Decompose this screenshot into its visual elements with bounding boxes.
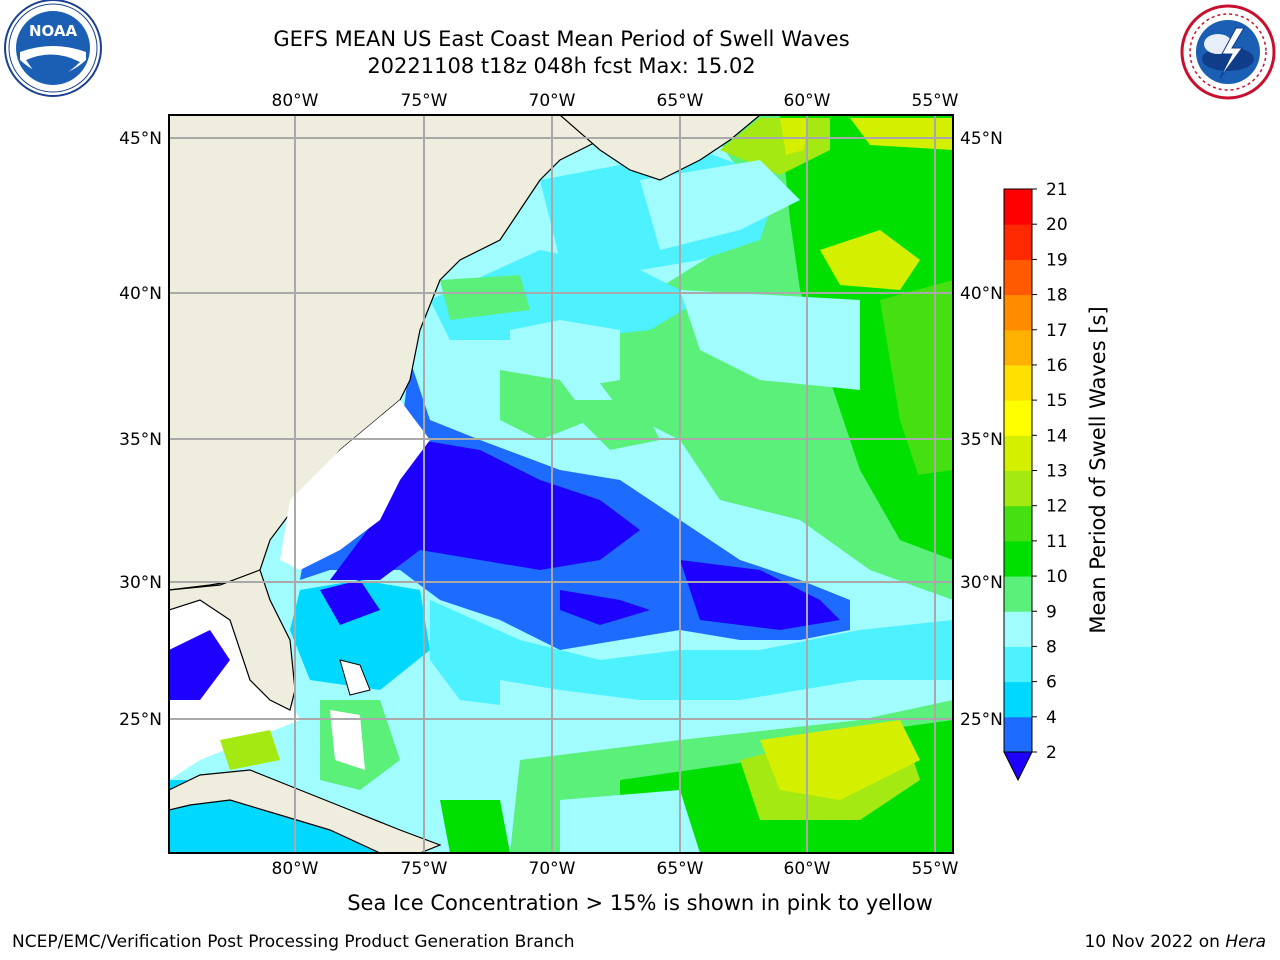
footer-credit: NCEP/EMC/Verification Post Processing Pr… xyxy=(12,932,575,952)
colorbar-swatch xyxy=(1004,400,1032,436)
colorbar-tick-label: 19 xyxy=(1046,250,1068,270)
colorbar-swatch xyxy=(1004,189,1032,225)
lon-label-bottom: 70°W xyxy=(529,859,576,879)
graticule xyxy=(169,115,953,853)
lon-label-top: 60°W xyxy=(784,91,831,111)
noaa-logo: NOAA xyxy=(4,0,102,97)
lon-label-bottom: 60°W xyxy=(784,859,831,879)
colorbar-tick-label: 12 xyxy=(1046,497,1068,517)
colorbar-tick-label: 20 xyxy=(1046,215,1068,235)
colorbar-tick-label: 10 xyxy=(1046,567,1068,587)
lon-label-bottom: 75°W xyxy=(401,859,448,879)
lat-label-left: 25°N xyxy=(119,710,162,730)
colorbar-tick-label: 9 xyxy=(1046,602,1057,622)
sea-ice-caption: Sea Ice Concentration > 15% is shown in … xyxy=(347,891,933,915)
footer-host: Hera xyxy=(1225,932,1266,952)
lon-label-top: 70°W xyxy=(529,91,576,111)
colorbar-tick-label: 14 xyxy=(1046,426,1068,446)
colorbar-label: Mean Period of Swell Waves [s] xyxy=(1086,306,1110,633)
colorbar-swatch xyxy=(1004,470,1032,507)
lat-label-right: 40°N xyxy=(960,284,1003,304)
lat-label-left: 30°N xyxy=(119,573,162,593)
colorbar-tick-label: 6 xyxy=(1046,673,1057,693)
footer-date: 10 Nov 2022 on Hera xyxy=(1084,932,1266,952)
map-frame xyxy=(168,114,954,854)
colorbar-swatch xyxy=(1004,646,1032,683)
colorbar-swatch xyxy=(1004,329,1032,366)
colorbar-tick-label: 4 xyxy=(1046,708,1057,728)
colorbar-swatch xyxy=(1004,224,1032,260)
lon-label-bottom: 80°W xyxy=(272,859,319,879)
lon-label-bottom: 65°W xyxy=(657,859,704,879)
lat-label-left: 45°N xyxy=(119,129,162,149)
footer-date-text: 10 Nov 2022 on xyxy=(1084,932,1220,952)
lat-label-right: 35°N xyxy=(960,430,1003,450)
lon-label-top: 55°W xyxy=(912,91,959,111)
title-line-1: GEFS MEAN US East Coast Mean Period of S… xyxy=(273,27,850,51)
colorbar-swatch xyxy=(1004,505,1032,542)
colorbar-swatch xyxy=(1004,540,1032,577)
colorbar-tick-label: 16 xyxy=(1046,356,1068,376)
lat-label-left: 40°N xyxy=(119,284,162,304)
colorbar-tick-label: 13 xyxy=(1046,462,1068,482)
nws-logo xyxy=(1180,4,1276,100)
noaa-logo-text: NOAA xyxy=(29,22,78,40)
lat-label-right: 45°N xyxy=(960,129,1003,149)
lon-label-top: 80°W xyxy=(272,91,319,111)
colorbar-swatch xyxy=(1004,716,1032,753)
colorbar-tick-label: 21 xyxy=(1046,180,1068,200)
colorbar-swatch xyxy=(1004,681,1032,718)
lat-label-right: 30°N xyxy=(960,573,1003,593)
colorbar-swatch xyxy=(1004,364,1032,401)
florida-land xyxy=(169,569,296,711)
title-line-2: 20221108 t18z 048h fcst Max: 15.02 xyxy=(367,54,756,78)
colorbar-swatch xyxy=(1004,576,1032,612)
colorbar-tick-label: 18 xyxy=(1046,286,1068,306)
colorbar-tick-label: 17 xyxy=(1046,321,1068,341)
colorbar: 2 4 6 8 9 10 11 12 13 14 15 16 17 18 19 20 21 xyxy=(1003,180,1068,782)
colorbar-swatch xyxy=(1004,611,1032,647)
cuba-land xyxy=(169,769,442,853)
colorbar-extend-arrow xyxy=(1003,751,1033,782)
colorbar-tick-label: 15 xyxy=(1046,391,1068,411)
colorbar-swatch xyxy=(1004,294,1032,331)
lat-label-left: 35°N xyxy=(119,430,162,450)
colorbar-tick-label: 11 xyxy=(1046,532,1068,552)
colorbar-tick-label: 8 xyxy=(1046,637,1057,657)
lon-label-bottom: 55°W xyxy=(912,859,959,879)
lon-label-top: 65°W xyxy=(657,91,704,111)
colorbar-swatch xyxy=(1004,259,1032,296)
colorbar-swatch xyxy=(1004,435,1032,471)
colorbar-tick-label: 2 xyxy=(1046,743,1057,763)
lon-label-top: 75°W xyxy=(401,91,448,111)
map-title: GEFS MEAN US East Coast Mean Period of S… xyxy=(0,26,1123,80)
lat-label-right: 25°N xyxy=(960,710,1003,730)
